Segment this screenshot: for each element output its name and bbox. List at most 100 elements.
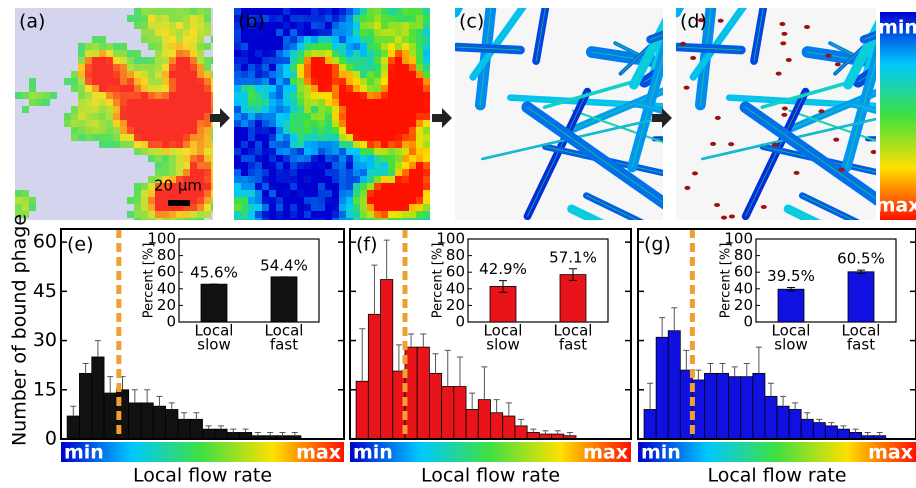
image-cell: [381, 99, 388, 106]
image-cell: [360, 127, 367, 134]
image-cell: [113, 120, 120, 127]
image-cell: [29, 204, 36, 211]
image-cell: [332, 134, 339, 141]
image-cell: [339, 148, 346, 155]
image-cell: [409, 218, 416, 220]
image-cell: [297, 36, 304, 43]
image-cell: [148, 43, 155, 50]
image-cell: [381, 211, 388, 218]
image-cell: [120, 64, 127, 71]
inset-category-label: Local: [265, 322, 304, 340]
image-cell: [332, 85, 339, 92]
inset-y-tick-label: 0: [743, 313, 753, 331]
x-axis-label: Local flow rate: [133, 465, 272, 487]
image-cell: [311, 85, 318, 92]
image-cell: [409, 176, 416, 183]
image-cell: [183, 8, 190, 15]
image-cell: [211, 127, 213, 134]
image-cell: [211, 92, 213, 99]
image-cell: [92, 36, 99, 43]
image-cell: [423, 127, 430, 134]
image-cell: [290, 141, 297, 148]
bar: [502, 415, 516, 440]
image-cell: [241, 92, 248, 99]
image-cell: [276, 218, 283, 220]
image-cell: [276, 127, 283, 134]
image-cell: [22, 197, 29, 204]
image-cell: [395, 71, 402, 78]
image-cell: [234, 204, 241, 211]
image-cell: [332, 50, 339, 57]
image-cell: [346, 176, 353, 183]
image-cell: [416, 36, 423, 43]
image-cell: [325, 211, 332, 218]
image-cell: [190, 134, 197, 141]
image-cell: [353, 190, 360, 197]
image-cell: [197, 50, 204, 57]
image-cell: [134, 71, 141, 78]
inset-error-bar: [787, 287, 795, 292]
image-cell: [395, 99, 402, 106]
image-cell: [353, 183, 360, 190]
image-cell: [381, 169, 388, 176]
x-axis-label: Local flow rate: [707, 465, 846, 487]
image-cell: [325, 15, 332, 22]
image-cell: [197, 134, 204, 141]
image-cell: [409, 15, 416, 22]
image-cell: [162, 92, 169, 99]
image-cell: [318, 22, 325, 29]
image-cell: [190, 211, 197, 218]
image-cell: [304, 127, 311, 134]
image-cell: [423, 204, 430, 211]
error-bar: [840, 425, 847, 430]
image-cell: [395, 15, 402, 22]
bar: [429, 372, 443, 440]
image-cell: [346, 113, 353, 120]
image-cell: [381, 197, 388, 204]
image-cell: [197, 43, 204, 50]
image-cell: [325, 141, 332, 148]
plot-frame: [637, 228, 916, 440]
image-cell: [346, 127, 353, 134]
image-cell: [388, 22, 395, 29]
image-cell: [148, 197, 155, 204]
image-cell: [211, 36, 213, 43]
image-cell: [283, 85, 290, 92]
image-cell: [241, 162, 248, 169]
image-cell: [353, 106, 360, 113]
image-cell: [78, 78, 85, 85]
image-cell: [290, 127, 297, 134]
inset-category-label: Local: [484, 322, 523, 340]
image-cell: [134, 92, 141, 99]
image-cell: [99, 50, 106, 57]
fiber-edge: [762, 146, 876, 173]
error-bar: [828, 422, 835, 426]
image-cell: [332, 176, 339, 183]
x-colorbar-max: max: [296, 442, 341, 464]
image-cell: [176, 141, 183, 148]
fiber-edge: [762, 74, 876, 108]
panel-label: (e): [67, 234, 94, 256]
image-cell: [113, 99, 120, 106]
image-cell: [197, 190, 204, 197]
image-cell: [381, 50, 388, 57]
image-cell: [423, 190, 430, 197]
image-cell: [367, 36, 374, 43]
image-cell: [304, 197, 311, 204]
bar: [177, 418, 191, 440]
image-cell: [262, 99, 269, 106]
image-cell: [381, 15, 388, 22]
bar: [740, 376, 754, 440]
image-cell: [155, 36, 162, 43]
image-cell: [409, 155, 416, 162]
image-cell: [423, 50, 430, 57]
image-cell: [262, 106, 269, 113]
error-bar: [371, 264, 378, 315]
image-cell: [255, 162, 262, 169]
image-cell: [353, 134, 360, 141]
image-cell: [190, 64, 197, 71]
image-cell: [311, 190, 318, 197]
image-cell: [71, 134, 78, 141]
image-cell: [395, 50, 402, 57]
bar: [655, 336, 669, 440]
